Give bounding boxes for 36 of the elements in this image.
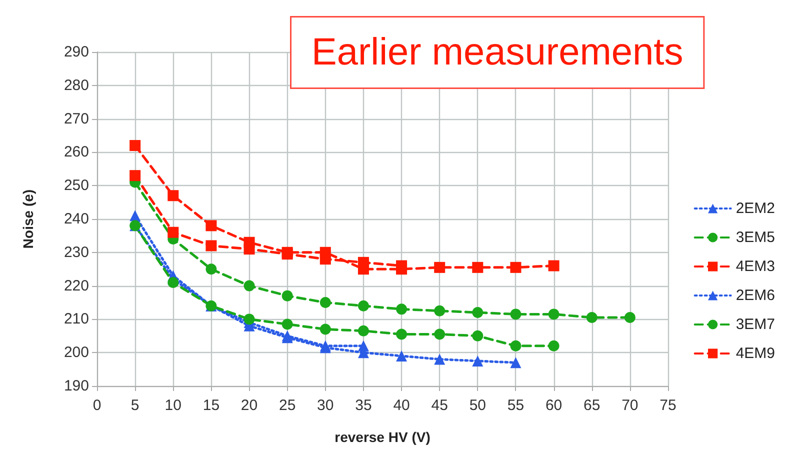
legend-label: 2EM6 [736, 287, 776, 304]
y-axis-title: Noise (e) [20, 189, 36, 249]
y-tick-label: 250 [64, 177, 89, 194]
y-tick-label: 220 [64, 277, 89, 294]
x-tick-label: 75 [660, 397, 676, 414]
y-tick-label: 270 [64, 110, 89, 128]
legend-label: 4EM9 [736, 345, 776, 362]
y-tick-label: 260 [64, 144, 89, 161]
y-tick-label: 240 [64, 210, 89, 228]
x-tick-label: 15 [202, 397, 220, 414]
x-tick-label: 60 [545, 397, 562, 414]
x-tick-label: 65 [584, 397, 600, 414]
x-tick-label: 35 [355, 397, 372, 414]
x-tick-label: 25 [278, 397, 296, 414]
x-tick-label: 20 [240, 397, 258, 414]
legend-label: 3EM5 [736, 229, 776, 246]
legend-label: 4EM3 [736, 258, 776, 275]
x-tick-label: 40 [393, 397, 410, 414]
y-tick-label: 230 [64, 244, 89, 261]
x-tick-label: 45 [431, 397, 448, 414]
x-tick-label: 5 [130, 397, 140, 414]
legend-label: 3EM7 [736, 316, 776, 333]
y-tick-label: 200 [64, 344, 89, 362]
x-axis-title: reverse HV (V) [334, 429, 430, 445]
legend-label: 2EM2 [736, 200, 776, 217]
x-tick-label: 10 [164, 397, 182, 414]
x-tick-label: 50 [469, 397, 486, 414]
y-tick-label: 190 [64, 378, 89, 394]
annotation: Earlier measurements [312, 32, 684, 74]
y-tick-label: 280 [64, 76, 89, 94]
y-tick-label: 290 [64, 44, 89, 60]
x-tick-label: 55 [507, 397, 524, 414]
x-tick-label: 0 [92, 397, 102, 414]
y-tick-label: 210 [64, 310, 89, 328]
x-tick-label: 70 [622, 397, 638, 414]
x-tick-label: 30 [317, 397, 334, 414]
